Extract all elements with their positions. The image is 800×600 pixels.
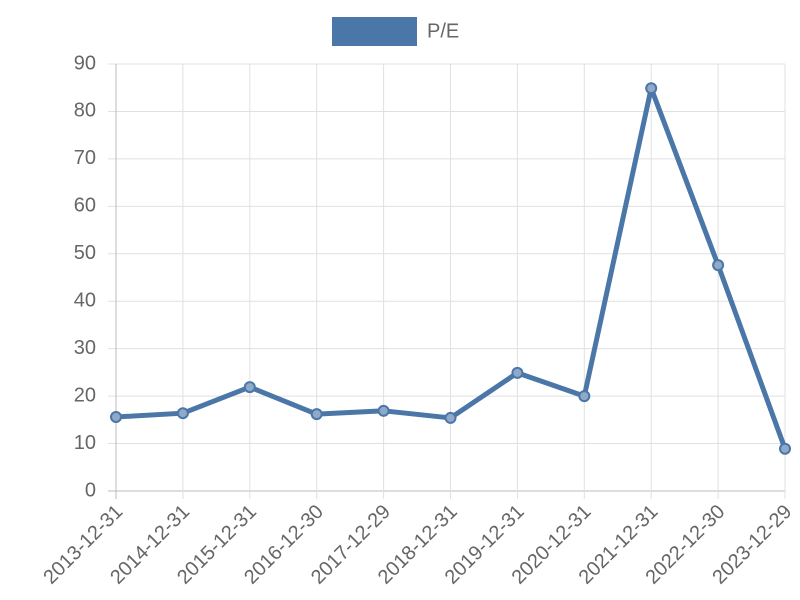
y-tick-label: 40 [74, 290, 96, 312]
y-tick-label: 0 [85, 479, 96, 501]
data-point [243, 381, 256, 394]
y-tick-label: 60 [74, 195, 96, 217]
legend-label: P/E [427, 20, 459, 42]
data-point [712, 259, 725, 272]
data-point [578, 390, 591, 403]
y-tick-label: 20 [74, 384, 96, 406]
y-tick-label: 90 [74, 52, 96, 74]
y-tick-label: 50 [74, 242, 96, 264]
y-tick-label: 80 [74, 100, 96, 122]
y-tick-label: 30 [74, 337, 96, 359]
data-point [511, 366, 524, 379]
data-point [310, 408, 323, 421]
y-tick-label: 70 [74, 147, 96, 169]
data-point [444, 411, 457, 424]
data-point [779, 442, 791, 455]
y-tick-label: 10 [74, 432, 96, 454]
legend-swatch [332, 17, 417, 46]
data-point [176, 407, 189, 420]
data-point [645, 82, 658, 95]
data-point [377, 404, 390, 417]
data-point [110, 410, 122, 423]
